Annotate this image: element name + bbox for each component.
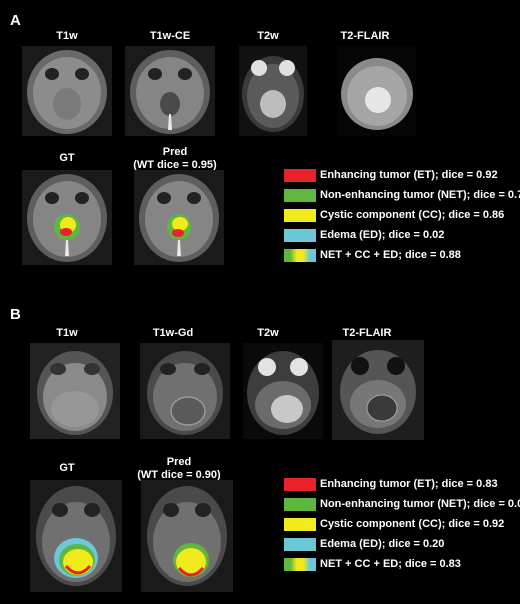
panel-b-t2w-scan [243, 343, 323, 439]
legend-item-wt: NET + CC + ED; dice = 0.88 [284, 245, 520, 265]
legend-swatch-cc [284, 517, 316, 531]
panel-b-col-t2-flair: T2-FLAIR [342, 327, 392, 339]
legend-item-ed: Edema (ED); dice = 0.02 [284, 225, 520, 245]
legend-item-et: Enhancing tumor (ET); dice = 0.83 [284, 474, 520, 494]
legend-item-net: Non-enhancing tumor (NET); dice = 0.02 [284, 494, 520, 514]
legend-swatch-ed [284, 537, 316, 551]
panel-a-t1w-ce-scan [125, 46, 215, 136]
legend-label-net: Non-enhancing tumor (NET); dice = 0.02 [320, 498, 520, 510]
legend-swatch-ed [284, 228, 316, 242]
panel-a-gt-label: GT [59, 152, 75, 164]
legend-swatch-et [284, 477, 316, 491]
legend-label-ed: Edema (ED); dice = 0.02 [320, 229, 445, 241]
legend-swatch-net [284, 188, 316, 202]
panel-b-t1w-gd-scan [140, 343, 230, 439]
panel-a-col-t1w-ce: T1w-CE [149, 30, 191, 42]
panel-a-t2w-scan [239, 46, 307, 136]
panel-a-t1w-scan [22, 46, 112, 136]
panel-b-letter: B [10, 306, 21, 323]
panel-b-legend: Enhancing tumor (ET); dice = 0.83 Non-en… [284, 474, 520, 574]
panel-b-col-t1w-gd: T1w-Gd [152, 327, 194, 339]
panel-b-gt-label: GT [59, 462, 75, 474]
panel-b-pred-label: Pred (WT dice = 0.90) [134, 456, 224, 482]
legend-item-ed: Edema (ED); dice = 0.20 [284, 534, 520, 554]
panel-b-pred-dice: (WT dice = 0.90) [137, 469, 221, 481]
panel-a-t2-flair-scan [338, 46, 416, 136]
legend-label-net: Non-enhancing tumor (NET); dice = 0.73 [320, 189, 520, 201]
legend-label-cc: Cystic component (CC); dice = 0.86 [320, 209, 505, 221]
panel-a-pred-scan [134, 170, 224, 265]
panel-b-t1w-scan [30, 343, 120, 439]
panel-a-gt-scan [22, 170, 112, 265]
panel-b-gt-scan [30, 480, 122, 592]
panel-b-pred-scan [141, 480, 233, 592]
panel-a-col-t1w: T1w [56, 30, 78, 42]
legend-swatch-wt [284, 248, 316, 262]
legend-label-cc: Cystic component (CC); dice = 0.92 [320, 518, 505, 530]
legend-label-ed: Edema (ED); dice = 0.20 [320, 538, 445, 550]
panel-b-t2-flair-scan [332, 340, 424, 440]
legend-label-wt: NET + CC + ED; dice = 0.83 [320, 558, 461, 570]
panel-a-pred-title: Pred [162, 146, 188, 158]
legend-swatch-cc [284, 208, 316, 222]
panel-b-pred-title: Pred [166, 456, 192, 468]
legend-label-et: Enhancing tumor (ET); dice = 0.83 [320, 478, 498, 490]
panel-a-col-t2w: T2w [257, 30, 279, 42]
legend-item-et: Enhancing tumor (ET); dice = 0.92 [284, 165, 520, 185]
panel-a-pred-dice: (WT dice = 0.95) [133, 159, 217, 171]
legend-swatch-wt [284, 557, 316, 571]
legend-label-wt: NET + CC + ED; dice = 0.88 [320, 249, 461, 261]
panel-a-letter: A [10, 12, 21, 29]
panel-b-col-t2w: T2w [257, 327, 279, 339]
panel-a-legend: Enhancing tumor (ET); dice = 0.92 Non-en… [284, 165, 520, 265]
legend-item-cc: Cystic component (CC); dice = 0.86 [284, 205, 520, 225]
panel-b-col-t1w: T1w [56, 327, 78, 339]
legend-swatch-et [284, 168, 316, 182]
legend-label-et: Enhancing tumor (ET); dice = 0.92 [320, 169, 498, 181]
legend-item-net: Non-enhancing tumor (NET); dice = 0.73 [284, 185, 520, 205]
panel-a-col-t2-flair: T2-FLAIR [340, 30, 390, 42]
legend-item-wt: NET + CC + ED; dice = 0.83 [284, 554, 520, 574]
panel-a-pred-label: Pred (WT dice = 0.95) [130, 146, 220, 172]
legend-swatch-net [284, 497, 316, 511]
legend-item-cc: Cystic component (CC); dice = 0.92 [284, 514, 520, 534]
